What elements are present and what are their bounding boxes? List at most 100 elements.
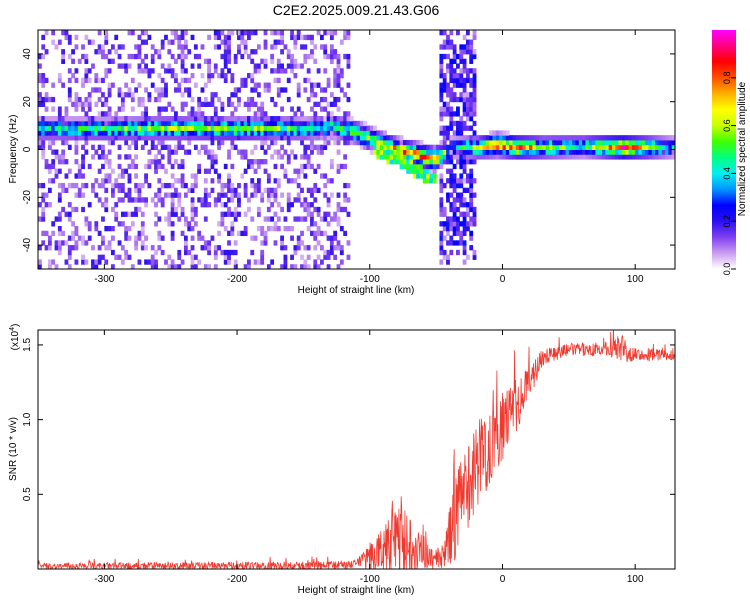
heatmap-cell	[469, 68, 474, 74]
heatmap-cell	[658, 149, 663, 155]
heatmap-cell	[479, 149, 484, 155]
heatmap-cell	[61, 58, 66, 64]
heatmap-cell	[532, 135, 537, 141]
heatmap-cell	[283, 87, 288, 93]
heatmap-cell	[87, 163, 92, 170]
heatmap-cell	[456, 63, 460, 69]
heatmap-cell	[147, 159, 152, 165]
heatmap-cell	[276, 92, 281, 98]
heatmap-cell	[270, 44, 275, 50]
heatmap-cell	[462, 240, 467, 246]
heatmap-cell	[217, 230, 221, 237]
heatmap-cell	[47, 125, 52, 131]
heatmap-cell	[101, 240, 105, 246]
heatmap-cell	[565, 154, 570, 160]
heatmap-cell	[611, 139, 616, 146]
heatmap-cell	[207, 125, 212, 131]
heatmap-cell	[525, 154, 530, 160]
x-tick-label: -100	[360, 574, 380, 585]
heatmap-cell	[446, 168, 450, 174]
heatmap-cell	[296, 192, 301, 198]
heatmap-cell	[104, 178, 109, 184]
colorbar-tick-label: 0.6	[722, 119, 732, 132]
heatmap-cell	[117, 154, 122, 160]
heatmap-cell	[124, 225, 129, 232]
heatmap-cell	[439, 187, 444, 194]
heatmap-cell	[286, 206, 291, 213]
heatmap-cell	[243, 149, 248, 155]
heatmap-cell	[529, 149, 533, 155]
heatmap-cell	[290, 264, 294, 269]
heatmap-cell	[602, 135, 606, 141]
heatmap-cell	[419, 139, 424, 146]
heatmap-cell	[323, 182, 328, 189]
heatmap-cell	[286, 120, 291, 127]
heatmap-cell	[233, 53, 238, 60]
heatmap-cell	[183, 192, 188, 198]
heatmap-cell	[602, 149, 606, 155]
heatmap-cell	[442, 149, 447, 155]
heatmap-cell	[51, 116, 56, 122]
heatmap-cell	[94, 135, 99, 141]
heatmap-cell	[555, 139, 560, 146]
heatmap-cell	[227, 34, 231, 41]
heatmap-cell	[117, 116, 122, 122]
heatmap-cell	[296, 173, 301, 179]
heatmap-cell	[77, 235, 82, 241]
heatmap-cell	[130, 197, 135, 203]
heatmap-cell	[290, 125, 294, 131]
heatmap-cell	[472, 221, 477, 227]
heatmap-cell	[303, 216, 308, 222]
heatmap-cell	[147, 125, 152, 131]
heatmap-cell	[273, 125, 278, 131]
heatmap-cell	[107, 49, 112, 55]
heatmap-cell	[409, 168, 414, 174]
heatmap-cell	[74, 259, 79, 265]
heatmap-cell	[462, 249, 467, 256]
heatmap-cell	[164, 34, 168, 41]
heatmap-cell	[197, 106, 202, 112]
heatmap-cell	[293, 249, 298, 256]
heatmap-cell	[472, 159, 477, 165]
x-tick-label: -200	[227, 574, 247, 585]
heatmap-cell	[51, 130, 56, 136]
heatmap-cell	[114, 34, 119, 41]
heatmap-cell	[339, 68, 344, 74]
heatmap-cell	[144, 116, 148, 122]
heatmap-cell	[233, 187, 238, 194]
heatmap-cell	[303, 245, 308, 251]
heatmap-cell	[665, 144, 669, 150]
heatmap-cell	[658, 154, 663, 160]
heatmap-cell	[422, 159, 427, 165]
heatmap-cell	[462, 125, 467, 131]
heatmap-cell	[316, 30, 321, 36]
heatmap-cell	[137, 135, 142, 141]
heatmap-cell	[535, 144, 540, 150]
heatmap-cell	[130, 30, 135, 36]
heatmap-cell	[203, 245, 208, 251]
heatmap-cell	[548, 135, 553, 141]
heatmap-cell	[266, 135, 271, 141]
heatmap-cell	[87, 202, 92, 208]
heatmap-cell	[110, 44, 115, 50]
heatmap-cell	[160, 139, 165, 146]
heatmap-cell	[160, 130, 165, 136]
heatmap-cell	[283, 116, 288, 122]
heatmap-cell	[77, 101, 82, 107]
heatmap-cell	[545, 149, 550, 155]
heatmap-cell	[628, 139, 633, 146]
heatmap-cell	[223, 49, 228, 55]
heatmap-cell	[472, 87, 477, 93]
heatmap-cell	[462, 197, 467, 203]
heatmap-cell	[436, 149, 440, 155]
heatmap-cell	[47, 163, 52, 170]
heatmap-cell	[110, 135, 115, 141]
heatmap-cell	[346, 111, 351, 117]
heatmap-cell	[465, 173, 470, 179]
heatmap-cell	[329, 240, 334, 246]
heatmap-cell	[575, 149, 580, 155]
heatmap-cell	[94, 264, 99, 269]
heatmap-cell	[459, 230, 464, 237]
heatmap-cell	[465, 73, 470, 79]
heatmap-cell	[227, 101, 231, 107]
